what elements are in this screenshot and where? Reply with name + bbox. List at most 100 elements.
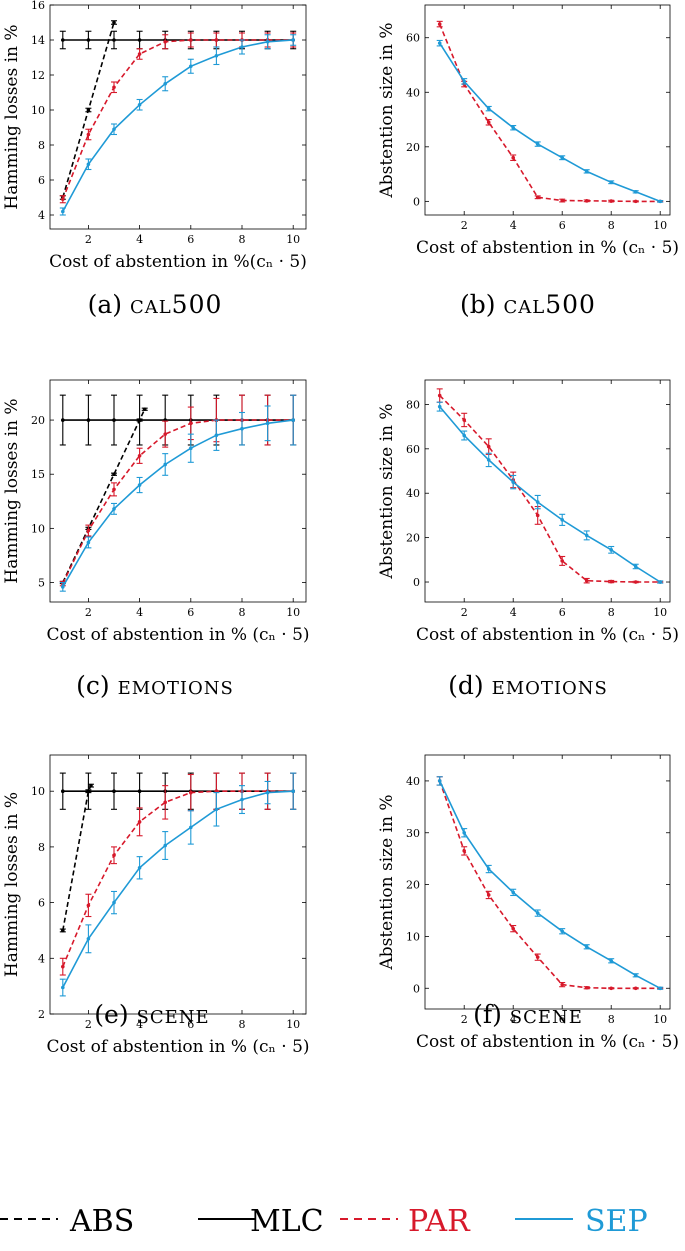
y-tick-label: 15 (31, 468, 45, 481)
caption-dataset: scene (510, 1000, 583, 1029)
y-tick-label: 10 (31, 522, 45, 535)
plot-frame (424, 4, 671, 216)
data-point-par (633, 199, 638, 204)
series-line-abs (62, 785, 92, 931)
series-line-sep (439, 406, 661, 583)
data-point-par (189, 790, 193, 795)
data-point-sep (609, 548, 613, 552)
x-tick-label: 6 (559, 219, 566, 232)
x-tick-label: 8 (608, 219, 615, 232)
y-tick-label: 0 (413, 982, 420, 995)
data-point-sep (462, 830, 467, 835)
y-tick-label: 0 (413, 195, 420, 208)
chart-b: 2 4 6 8 10 0 20 40 60 Cost of abstention in % (cₙ… (377, 4, 679, 319)
data-point-sep (291, 789, 296, 794)
y-tick-label: 10 (31, 104, 45, 117)
y-tick-label: 14 (31, 34, 45, 47)
data-point-sep (240, 797, 244, 802)
series-line-par (438, 780, 661, 990)
data-point-par (462, 849, 467, 853)
x-tick-label: 8 (608, 606, 615, 619)
plot-frame (49, 754, 307, 1015)
data-point-par (462, 418, 467, 422)
caption-dataset: emotions (118, 671, 234, 700)
x-tick-label: 2 (85, 606, 92, 619)
series-line-par (62, 790, 294, 968)
x-axis-label: Cost of abstention in % (cₙ · 5) (46, 1037, 309, 1057)
series-line-abs (62, 408, 146, 583)
data-point-mlc (112, 418, 116, 422)
x-tick-label: 6 (187, 233, 194, 246)
x-tick-label: 8 (239, 233, 246, 246)
x-tick-label: 8 (239, 606, 246, 619)
chart-e: 2 4 6 8 10 2 4 6 8 10 Cost of abstention in % (cₙ … (2, 754, 310, 1057)
series-line-sep (62, 39, 294, 212)
data-point-par (437, 393, 442, 398)
data-point-sep (265, 421, 270, 426)
x-axis-label: Cost of abstention in % (cₙ · 5) (46, 625, 309, 645)
data-point-sep (511, 480, 515, 484)
x-tick-label: 6 (187, 606, 194, 619)
data-point-sep (189, 446, 193, 451)
data-point-sep (511, 890, 515, 895)
data-point-sep (291, 418, 296, 422)
y-axis-label: Abstention size in % (377, 22, 397, 198)
y-tick-label: 40 (406, 86, 420, 99)
data-point-sep (61, 985, 65, 990)
plot-frame (424, 754, 671, 1010)
caption-prefix: (e) (94, 1000, 136, 1029)
series-line-par (439, 394, 661, 583)
chart-a: 2 4 6 8 10 4 6 8 10 12 14 16 Cost of abstention in %… (2, 0, 307, 319)
data-point-sep (214, 433, 219, 438)
caption-dataset: cal500 (504, 290, 596, 319)
data-point-par (86, 528, 91, 533)
data-point-par (163, 432, 167, 436)
y-axis-label: Abstention size in % (377, 794, 397, 970)
y-tick-label: 2 (38, 1008, 45, 1021)
data-point-sep (163, 843, 167, 848)
x-tick-label: 10 (653, 1013, 667, 1026)
x-tick-label: 4 (136, 606, 143, 619)
data-point-par (535, 955, 540, 959)
x-tick-label: 2 (461, 606, 468, 619)
data-point-mlc (137, 418, 142, 422)
chart-c: 2 4 6 8 10 5 10 15 20 Cost of abstention in % (cₙ… (2, 379, 310, 700)
y-axis-label: Hamming losses in % (2, 792, 22, 977)
data-point-mlc (112, 38, 116, 42)
data-point-par (535, 195, 540, 200)
data-point-par (511, 155, 515, 160)
data-point-sep (291, 38, 296, 42)
y-tick-label: 20 (406, 141, 420, 154)
caption-dataset: emotions (492, 671, 608, 700)
data-point-sep (486, 106, 491, 111)
x-tick-label: 2 (461, 1013, 468, 1026)
y-tick-label: 8 (38, 841, 45, 854)
data-point-mlc (86, 418, 91, 422)
plot-frame (49, 379, 307, 603)
series-line-sep (62, 419, 294, 588)
data-point-mlc (86, 789, 91, 794)
data-point-par (511, 926, 515, 931)
data-point-sep (61, 209, 65, 214)
legend: ABS MLC PAR SEP (0, 1204, 648, 1239)
data-point-par (163, 800, 167, 805)
data-point-par (437, 22, 442, 26)
data-point-sep (214, 53, 219, 58)
data-point-sep (86, 937, 91, 941)
data-point-sep (137, 102, 142, 107)
data-point-par (163, 39, 167, 44)
data-point-sep (511, 125, 515, 130)
data-point-sep (112, 900, 116, 905)
x-tick-label: 6 (559, 1013, 566, 1026)
caption-dataset: scene (137, 1000, 210, 1029)
x-tick-label: 10 (653, 219, 667, 232)
data-point-abs (89, 783, 93, 788)
y-tick-label: 12 (31, 69, 45, 82)
y-tick-label: 6 (38, 174, 45, 187)
x-axis-label: Cost of abstention in % (cₙ · 5) (416, 1032, 679, 1052)
x-axis-label: Cost of abstention in % (cₙ · 5) (416, 238, 679, 258)
data-point-sep (658, 986, 662, 991)
y-tick-label: 6 (38, 897, 45, 910)
data-point-sep (609, 180, 613, 185)
data-point-sep (61, 585, 65, 589)
